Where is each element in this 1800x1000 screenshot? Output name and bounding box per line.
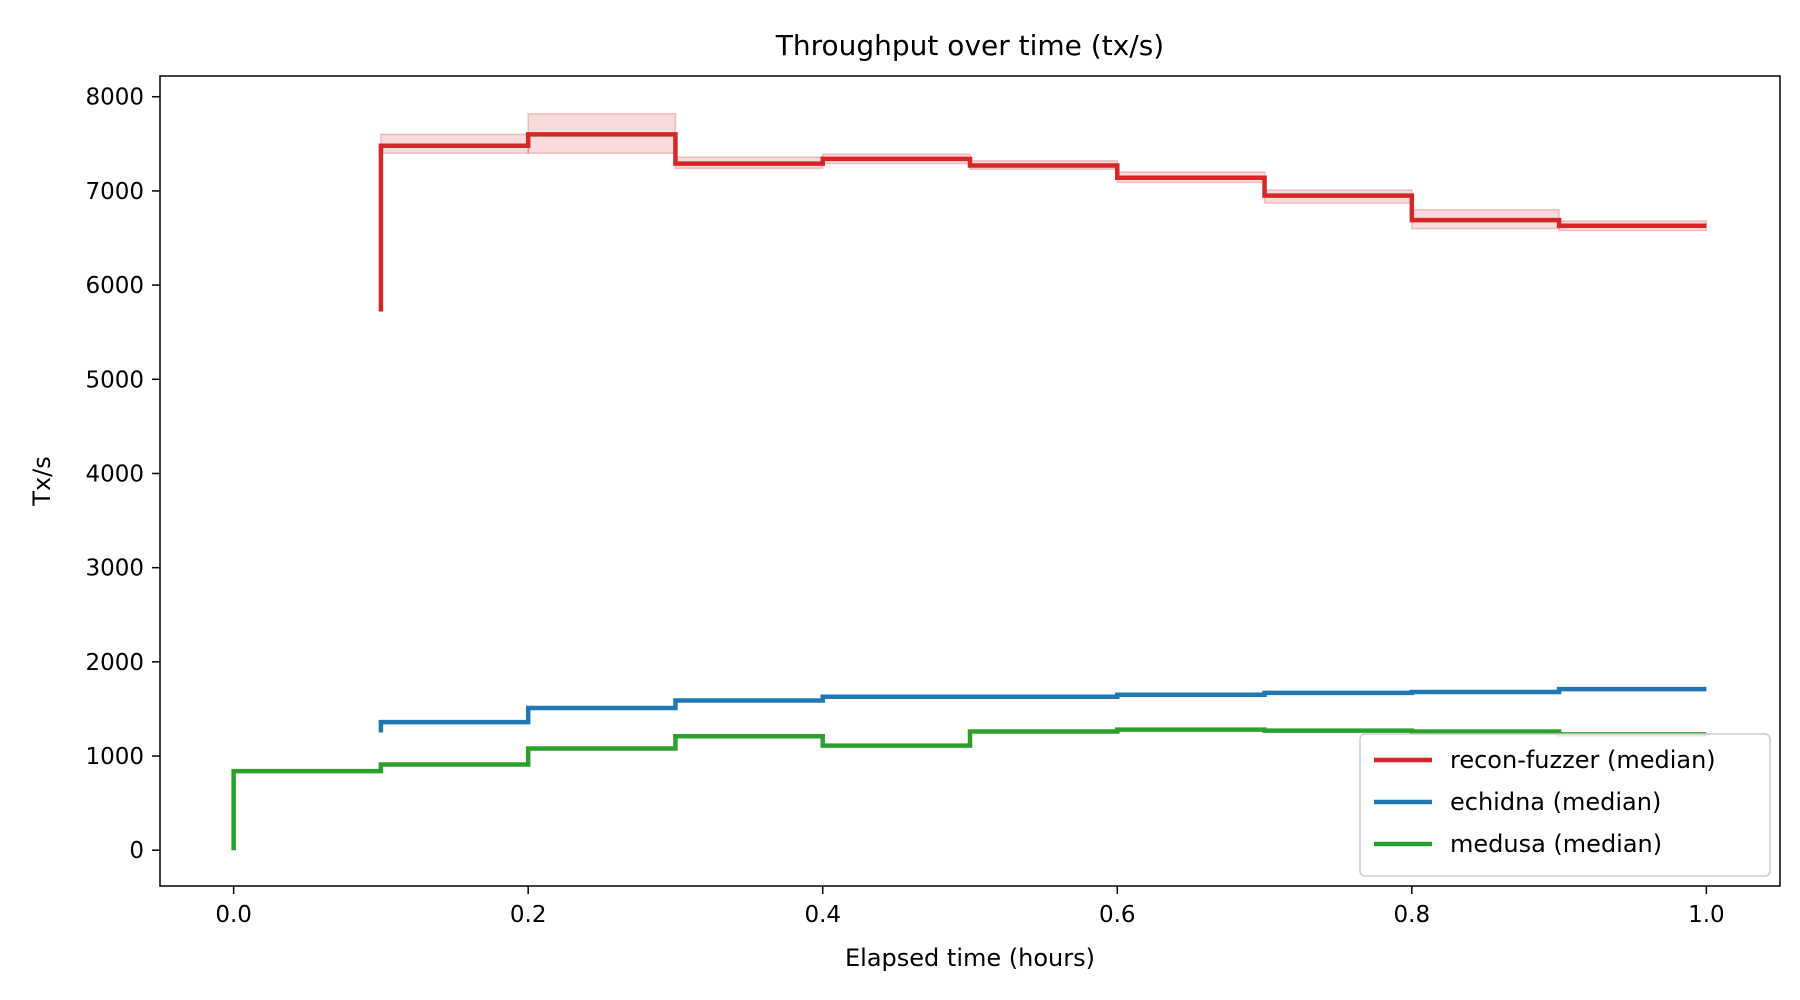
series-line-echidna [378, 686, 1707, 733]
y-tick-label: 3000 [85, 556, 144, 582]
y-tick-label: 8000 [85, 85, 144, 111]
x-tick-label: 0.6 [1099, 902, 1136, 928]
y-tick-label: 6000 [85, 273, 144, 299]
confidence-bands [380, 112, 1708, 232]
series-line-medusa [231, 727, 1707, 851]
x-axis: 0.0 0.2 0.4 0.6 0.8 1.0 [215, 886, 1725, 928]
legend: recon-fuzzer (median) echidna (median) med… [1359, 733, 1771, 877]
legend-box [1359, 733, 1771, 877]
y-tick-label: 5000 [85, 367, 144, 393]
plot-frame [159, 75, 1781, 887]
x-tick-label: 0.2 [510, 902, 547, 928]
chart-title: Throughput over time (tx/s) [775, 29, 1164, 62]
y-tick-label: 0 [129, 838, 144, 864]
y-tick-label: 4000 [85, 461, 144, 487]
series-line-recon-fuzzer [378, 132, 1707, 312]
x-tick-label: 0.8 [1394, 902, 1431, 928]
legend-label: medusa (median) [1450, 830, 1662, 858]
x-axis-label: Elapsed time (hours) [845, 944, 1095, 972]
legend-label: recon-fuzzer (median) [1450, 746, 1716, 774]
x-tick-label: 0.0 [215, 902, 252, 928]
y-tick-label: 2000 [85, 650, 144, 676]
series-lines [231, 132, 1707, 851]
x-tick-label: 0.4 [804, 902, 841, 928]
y-axis-label: Tx/s [28, 456, 56, 506]
y-tick-label: 7000 [85, 179, 144, 205]
y-tick-label: 1000 [85, 744, 144, 770]
legend-label: echidna (median) [1450, 788, 1661, 816]
x-tick-label: 1.0 [1688, 902, 1725, 928]
y-axis: 0 1000 2000 3000 4000 5000 6000 7000 8000 [85, 85, 160, 864]
